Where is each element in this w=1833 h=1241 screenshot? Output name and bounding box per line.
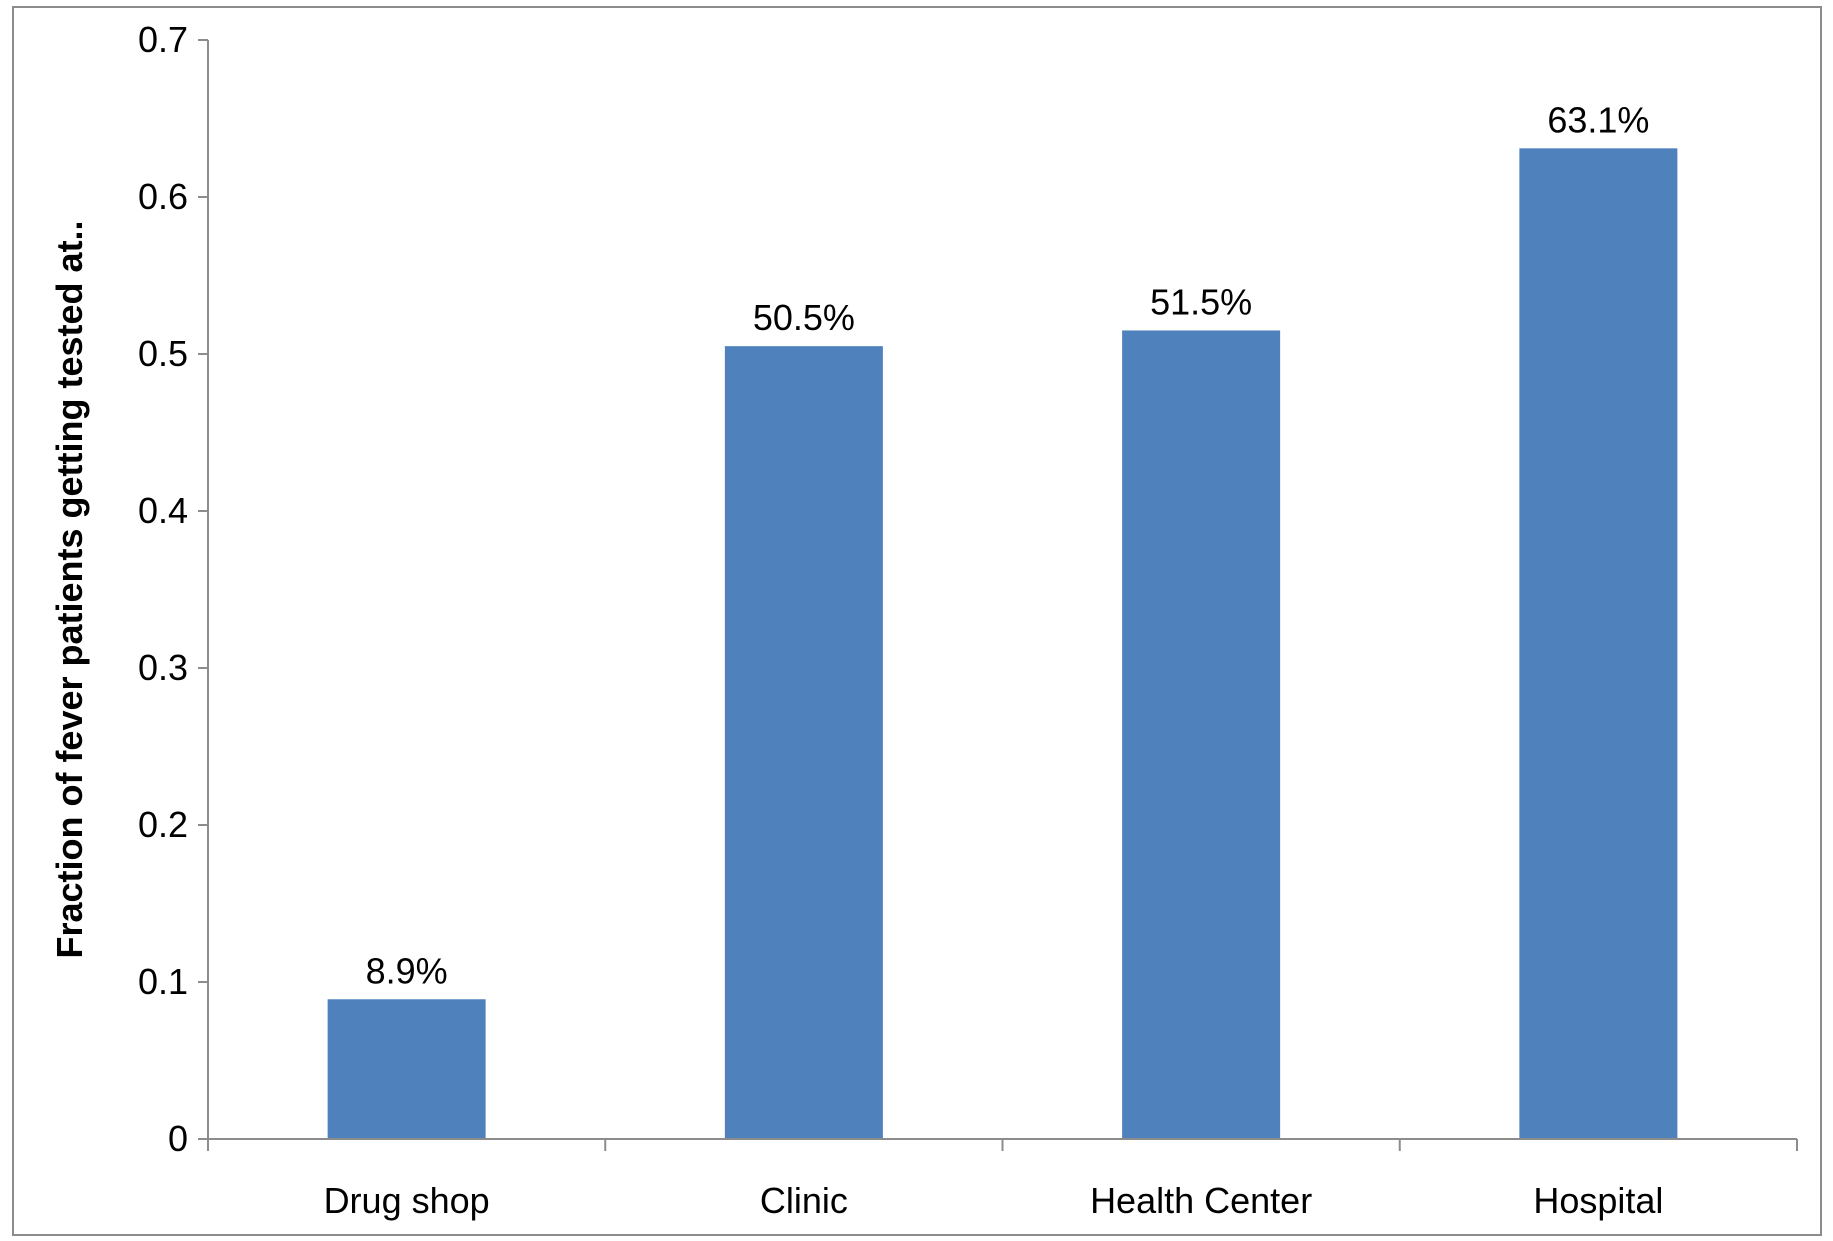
bars (328, 148, 1678, 1139)
y-tick-label: 0.6 (138, 176, 188, 217)
y-tick-label: 0.1 (138, 961, 188, 1002)
bar (328, 999, 486, 1139)
y-tick-label: 0.5 (138, 333, 188, 374)
y-tick-label: 0.2 (138, 804, 188, 845)
y-tick-label: 0.4 (138, 490, 188, 531)
bar-data-label: 8.9% (366, 950, 448, 991)
bar (1519, 148, 1677, 1139)
category-label: Hospital (1533, 1180, 1663, 1221)
data-labels: 8.9% 50.5% 51.5% 63.1% (366, 99, 1650, 991)
y-tick-label: 0.7 (138, 19, 188, 60)
category-labels: Drug shop Clinic Health Center Hospital (324, 1180, 1664, 1221)
y-tick-label: 0 (168, 1118, 188, 1159)
category-label: Clinic (760, 1180, 848, 1221)
y-axis-title: Fraction of fever patients getting teste… (49, 220, 90, 958)
bar (725, 346, 883, 1139)
y-tick-label: 0.3 (138, 647, 188, 688)
bar (1122, 330, 1280, 1139)
category-label: Health Center (1090, 1180, 1312, 1221)
x-axis-ticks (208, 1139, 1797, 1151)
y-axis-ticks: 0 0.1 0.2 0.3 0.4 0.5 0.6 0.7 (138, 19, 208, 1159)
category-label: Drug shop (324, 1180, 490, 1221)
bar-data-label: 51.5% (1150, 281, 1252, 322)
bar-data-label: 63.1% (1547, 99, 1649, 140)
bar-data-label: 50.5% (753, 297, 855, 338)
